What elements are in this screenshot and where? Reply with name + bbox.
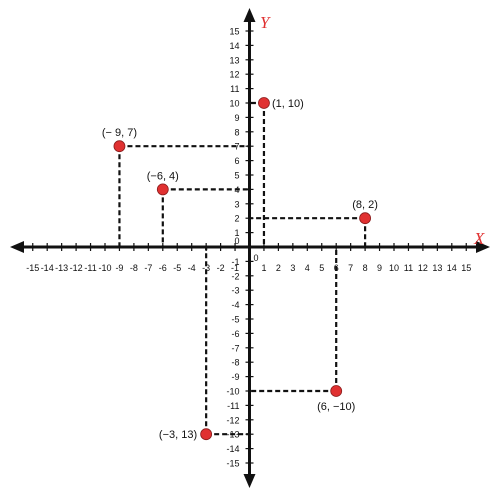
- data-points: [113, 97, 372, 441]
- x-tick-label: 15: [461, 263, 471, 273]
- data-point-label: (8, 2): [352, 199, 378, 211]
- y-tick-label: -5: [231, 315, 239, 325]
- y-tick-label: -9: [231, 372, 239, 382]
- x-tick-label: 12: [418, 263, 428, 273]
- x-tick-label: -12: [70, 263, 83, 273]
- y-tick-label: -2: [231, 271, 239, 281]
- data-point: [200, 428, 213, 441]
- x-tick-label: -3: [202, 263, 210, 273]
- point-labels: (1, 10) (− 9, 7) (−6, 4) (8, 2) (6, −10) (−3,…: [102, 98, 378, 441]
- y-tick-label: -1: [231, 257, 239, 267]
- x-tick-label: -9: [115, 263, 123, 273]
- tick-labels: -15 -14 -13 -12 -11 -10 -9 -8 -7 -6 -5 -4 -3 -2 -1 1 2 3 4…: [26, 27, 471, 469]
- origin-label: 0: [234, 236, 239, 246]
- y-axis-arrow-bottom: [243, 474, 256, 488]
- y-tick-label: 15: [229, 27, 239, 37]
- y-tick-label: 5: [234, 171, 239, 181]
- y-tick-label: 9: [234, 113, 239, 123]
- origin-label-x: 0: [254, 253, 259, 263]
- x-tick-label: -15: [26, 263, 39, 273]
- data-point-label: (−3, 13): [159, 429, 197, 441]
- data-point: [330, 385, 343, 397]
- y-tick-label: 6: [234, 156, 239, 166]
- x-axis-label: X: [473, 229, 485, 248]
- y-axis-label: Y: [260, 13, 271, 32]
- x-tick-label: -8: [130, 263, 138, 273]
- y-tick-label: -3: [231, 286, 239, 296]
- x-tick-label: -7: [144, 263, 152, 273]
- x-tick-label: 11: [404, 263, 413, 273]
- x-tick-label: 14: [447, 263, 457, 273]
- x-tick-label: -4: [188, 263, 196, 273]
- y-tick-label: 1: [234, 228, 239, 238]
- y-tick-label: 11: [230, 84, 239, 94]
- data-point: [113, 140, 126, 153]
- x-tick-label: -5: [173, 263, 181, 273]
- data-point-label: (1, 10): [272, 98, 304, 110]
- x-tick-label: 7: [348, 263, 353, 273]
- x-tick-label: -1: [231, 263, 239, 273]
- y-tick-label: -8: [231, 358, 239, 368]
- x-tick-label: 8: [363, 263, 368, 273]
- x-tick-label: -10: [98, 263, 111, 273]
- x-tick-label: 2: [276, 263, 281, 273]
- x-tick-label: -11: [84, 263, 96, 273]
- y-tick-label: 7: [234, 142, 239, 152]
- tick-marks: [32, 30, 467, 464]
- x-tick-label: 10: [389, 263, 399, 273]
- x-tick-label: 6: [334, 263, 339, 273]
- dashed-guides: [118, 101, 367, 436]
- data-point-label: (−6, 4): [147, 170, 179, 182]
- x-axis-arrow-right: [476, 241, 490, 253]
- y-tick-label: 14: [229, 41, 239, 51]
- y-tick-label: 12: [229, 70, 239, 80]
- y-tick-label: -7: [231, 343, 239, 353]
- x-tick-label: -2: [217, 263, 225, 273]
- y-tick-label: -12: [226, 415, 239, 425]
- data-point: [359, 212, 372, 225]
- x-axis-arrow-left: [10, 241, 24, 253]
- x-tick-label: -14: [41, 263, 54, 273]
- y-tick-label: 8: [234, 127, 239, 137]
- x-tick-label: 5: [319, 263, 324, 273]
- x-tick-label: -6: [159, 263, 167, 273]
- y-tick-label: 10: [229, 99, 239, 109]
- x-tick-label: 4: [305, 263, 310, 273]
- y-tick-label: -10: [226, 387, 239, 397]
- data-point: [156, 183, 169, 196]
- y-tick-label: 2: [234, 214, 239, 224]
- y-tick-label: -15: [226, 459, 239, 469]
- y-tick-label: -14: [226, 444, 239, 454]
- y-tick-label: -6: [231, 329, 239, 339]
- axes: [10, 8, 490, 488]
- y-tick-label: -13: [226, 430, 239, 440]
- data-point-label: (6, −10): [317, 401, 355, 413]
- y-tick-label: 13: [229, 55, 239, 65]
- data-point: [258, 97, 270, 109]
- data-point-label: (− 9, 7): [102, 127, 137, 139]
- x-tick-label: -13: [55, 263, 68, 273]
- y-tick-label: -11: [227, 401, 239, 411]
- x-tick-label: 9: [377, 263, 382, 273]
- y-tick-label: 4: [234, 185, 239, 195]
- x-tick-label: 13: [432, 263, 442, 273]
- y-tick-label: 3: [234, 199, 239, 209]
- x-tick-label: 1: [261, 263, 266, 273]
- x-tick-label: 3: [290, 263, 295, 273]
- y-tick-label: -4: [231, 300, 239, 310]
- y-axis-arrow-top: [243, 8, 256, 22]
